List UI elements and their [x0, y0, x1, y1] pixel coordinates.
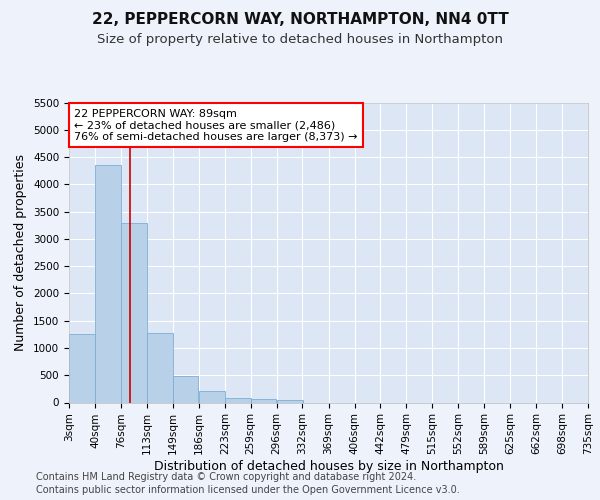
Text: Size of property relative to detached houses in Northampton: Size of property relative to detached ho…: [97, 32, 503, 46]
Bar: [199, 391, 225, 402]
Bar: [251, 399, 277, 402]
Bar: [173, 376, 199, 402]
Text: Contains HM Land Registry data © Crown copyright and database right 2024.: Contains HM Land Registry data © Crown c…: [36, 472, 416, 482]
Bar: [277, 400, 303, 402]
Text: 22, PEPPERCORN WAY, NORTHAMPTON, NN4 0TT: 22, PEPPERCORN WAY, NORTHAMPTON, NN4 0TT: [92, 12, 508, 28]
Text: Contains public sector information licensed under the Open Government Licence v3: Contains public sector information licen…: [36, 485, 460, 495]
Bar: [121, 222, 147, 402]
Bar: [225, 398, 251, 402]
Y-axis label: Number of detached properties: Number of detached properties: [14, 154, 28, 351]
X-axis label: Distribution of detached houses by size in Northampton: Distribution of detached houses by size …: [154, 460, 503, 473]
Bar: [95, 165, 121, 402]
Text: 22 PEPPERCORN WAY: 89sqm
← 23% of detached houses are smaller (2,486)
76% of sem: 22 PEPPERCORN WAY: 89sqm ← 23% of detach…: [74, 108, 358, 142]
Bar: [69, 334, 95, 402]
Bar: [147, 332, 173, 402]
